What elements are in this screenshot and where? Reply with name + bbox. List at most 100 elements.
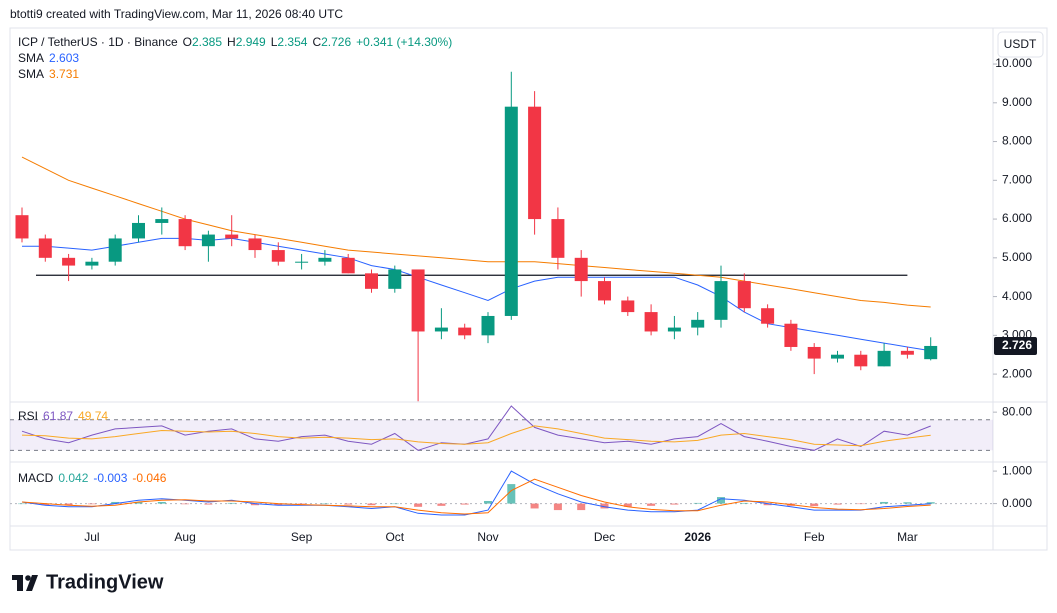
sma-line bbox=[22, 237, 931, 352]
macd-hist-bar bbox=[880, 501, 889, 504]
macd-hist-bar bbox=[18, 503, 26, 505]
macd-hist-bar bbox=[41, 503, 50, 506]
macd-hist-bar bbox=[437, 503, 446, 506]
macd-hist-bar bbox=[530, 503, 539, 509]
ohlc-letter: H bbox=[227, 35, 236, 49]
ohlc-value: 2.354 bbox=[277, 35, 308, 49]
macd-hist-value: 0.042 bbox=[58, 471, 89, 485]
candle-body bbox=[365, 273, 378, 289]
macd-hist-bar bbox=[600, 503, 609, 509]
x-tick-label: Aug bbox=[174, 530, 195, 544]
logo-part bbox=[25, 575, 31, 581]
x-tick-label: Oct bbox=[385, 530, 404, 544]
macd-hist-bar bbox=[227, 502, 236, 504]
x-tick-label: Feb bbox=[804, 530, 825, 544]
macd-hist-bar bbox=[157, 501, 166, 504]
candle-body bbox=[900, 350, 914, 355]
y-tick-label: 1.000 bbox=[1002, 463, 1032, 477]
x-tick-label: 2026 bbox=[684, 530, 711, 544]
candle-body bbox=[621, 300, 635, 313]
candle-body bbox=[15, 215, 29, 239]
candle-body bbox=[295, 261, 309, 263]
candle-body bbox=[38, 238, 52, 258]
rsi-band bbox=[10, 419, 993, 451]
candle-body bbox=[225, 234, 239, 239]
y-tick-label: 0.000 bbox=[1002, 496, 1032, 510]
symbol: ICP / TetherUS · 1D · Binance bbox=[18, 35, 178, 49]
sma-label: SMA bbox=[18, 51, 45, 65]
y-tick-label: 9.000 bbox=[1002, 95, 1032, 109]
macd-signal-line bbox=[21, 478, 931, 515]
sma-label: SMA bbox=[18, 67, 45, 81]
candle-body bbox=[691, 319, 705, 328]
candle-body bbox=[854, 354, 868, 367]
brand: TradingView bbox=[46, 571, 164, 593]
logo bbox=[12, 575, 38, 591]
macd-hist-bar bbox=[553, 503, 562, 511]
macd-hist-bar bbox=[623, 503, 632, 507]
macd-hist-bar bbox=[717, 497, 725, 504]
macd-hist-bar bbox=[414, 503, 423, 507]
sma-line bbox=[21, 156, 931, 308]
x-tick-label: Mar bbox=[897, 530, 918, 544]
candle-body bbox=[411, 269, 425, 332]
x-tick-label: Nov bbox=[477, 530, 498, 544]
ohlc-value: 2.949 bbox=[235, 35, 266, 49]
macd-hist-bar bbox=[647, 503, 656, 506]
logo-part bbox=[26, 575, 38, 591]
ohlc-value: 2.385 bbox=[191, 35, 223, 49]
price-badge-label: 2.726 bbox=[1002, 338, 1032, 352]
y-tick-label: 80.00 bbox=[1002, 404, 1032, 418]
macd-hist-bar bbox=[903, 502, 912, 504]
legend-macd: MACD 0.042 -0.003 -0.046 bbox=[18, 471, 166, 485]
candle-body bbox=[62, 257, 76, 266]
candle-body bbox=[85, 261, 99, 266]
ohlc-letter: O bbox=[182, 35, 192, 49]
candle-body bbox=[458, 327, 472, 336]
y-tick-label: 2.000 bbox=[1002, 366, 1032, 380]
macd-hist-bar bbox=[484, 500, 492, 504]
macd-hist-bar bbox=[926, 502, 935, 504]
x-tick-label: Dec bbox=[594, 530, 615, 544]
macd-hist-bar bbox=[344, 503, 353, 505]
currency-button[interactable] bbox=[997, 31, 1044, 58]
logo-part bbox=[17, 575, 23, 591]
candle-body bbox=[504, 106, 518, 316]
macd-hist-bar bbox=[670, 503, 679, 505]
candle-body bbox=[644, 312, 658, 332]
ohlc-value: 2.726 bbox=[321, 35, 352, 49]
macd-signal-value: -0.046 bbox=[132, 471, 167, 485]
macd-hist-bar bbox=[181, 503, 190, 505]
candle-body bbox=[155, 219, 169, 223]
ohlc-letter: L bbox=[270, 35, 278, 49]
macd-hist-bar bbox=[507, 484, 516, 504]
candle-body bbox=[271, 250, 285, 262]
candle-body bbox=[551, 219, 565, 258]
ohlc: H2.949 bbox=[227, 35, 266, 49]
macd-hist-bar bbox=[204, 503, 213, 505]
candle-body bbox=[831, 354, 844, 359]
candle-body bbox=[714, 281, 728, 320]
candle-body bbox=[737, 281, 751, 309]
legend-sma: SMA 2.603 bbox=[18, 51, 79, 65]
candle-body bbox=[341, 257, 355, 274]
macd-hist-bar bbox=[134, 501, 143, 504]
macd-hist-bar bbox=[274, 503, 283, 506]
change: +0.341 (+14.30%) bbox=[356, 35, 453, 49]
legend-main: ICP / TetherUS · 1D · Binance O2.385 H2.… bbox=[18, 35, 452, 49]
candle-body bbox=[528, 106, 542, 220]
x-tick-label: Jul bbox=[84, 530, 99, 544]
currency[interactable]: USDT bbox=[1004, 37, 1037, 51]
rsi-label: RSI bbox=[18, 409, 39, 423]
frame bbox=[9, 27, 1048, 551]
macd-hist-bar bbox=[87, 503, 96, 505]
candle-body bbox=[481, 315, 495, 336]
candle-body bbox=[598, 281, 611, 301]
candle-body bbox=[108, 238, 122, 262]
candle-body bbox=[248, 238, 262, 251]
rsi-signal-value: 49.74 bbox=[78, 409, 109, 423]
macd-label: MACD bbox=[18, 471, 54, 485]
macd-hist-bar bbox=[577, 503, 586, 511]
